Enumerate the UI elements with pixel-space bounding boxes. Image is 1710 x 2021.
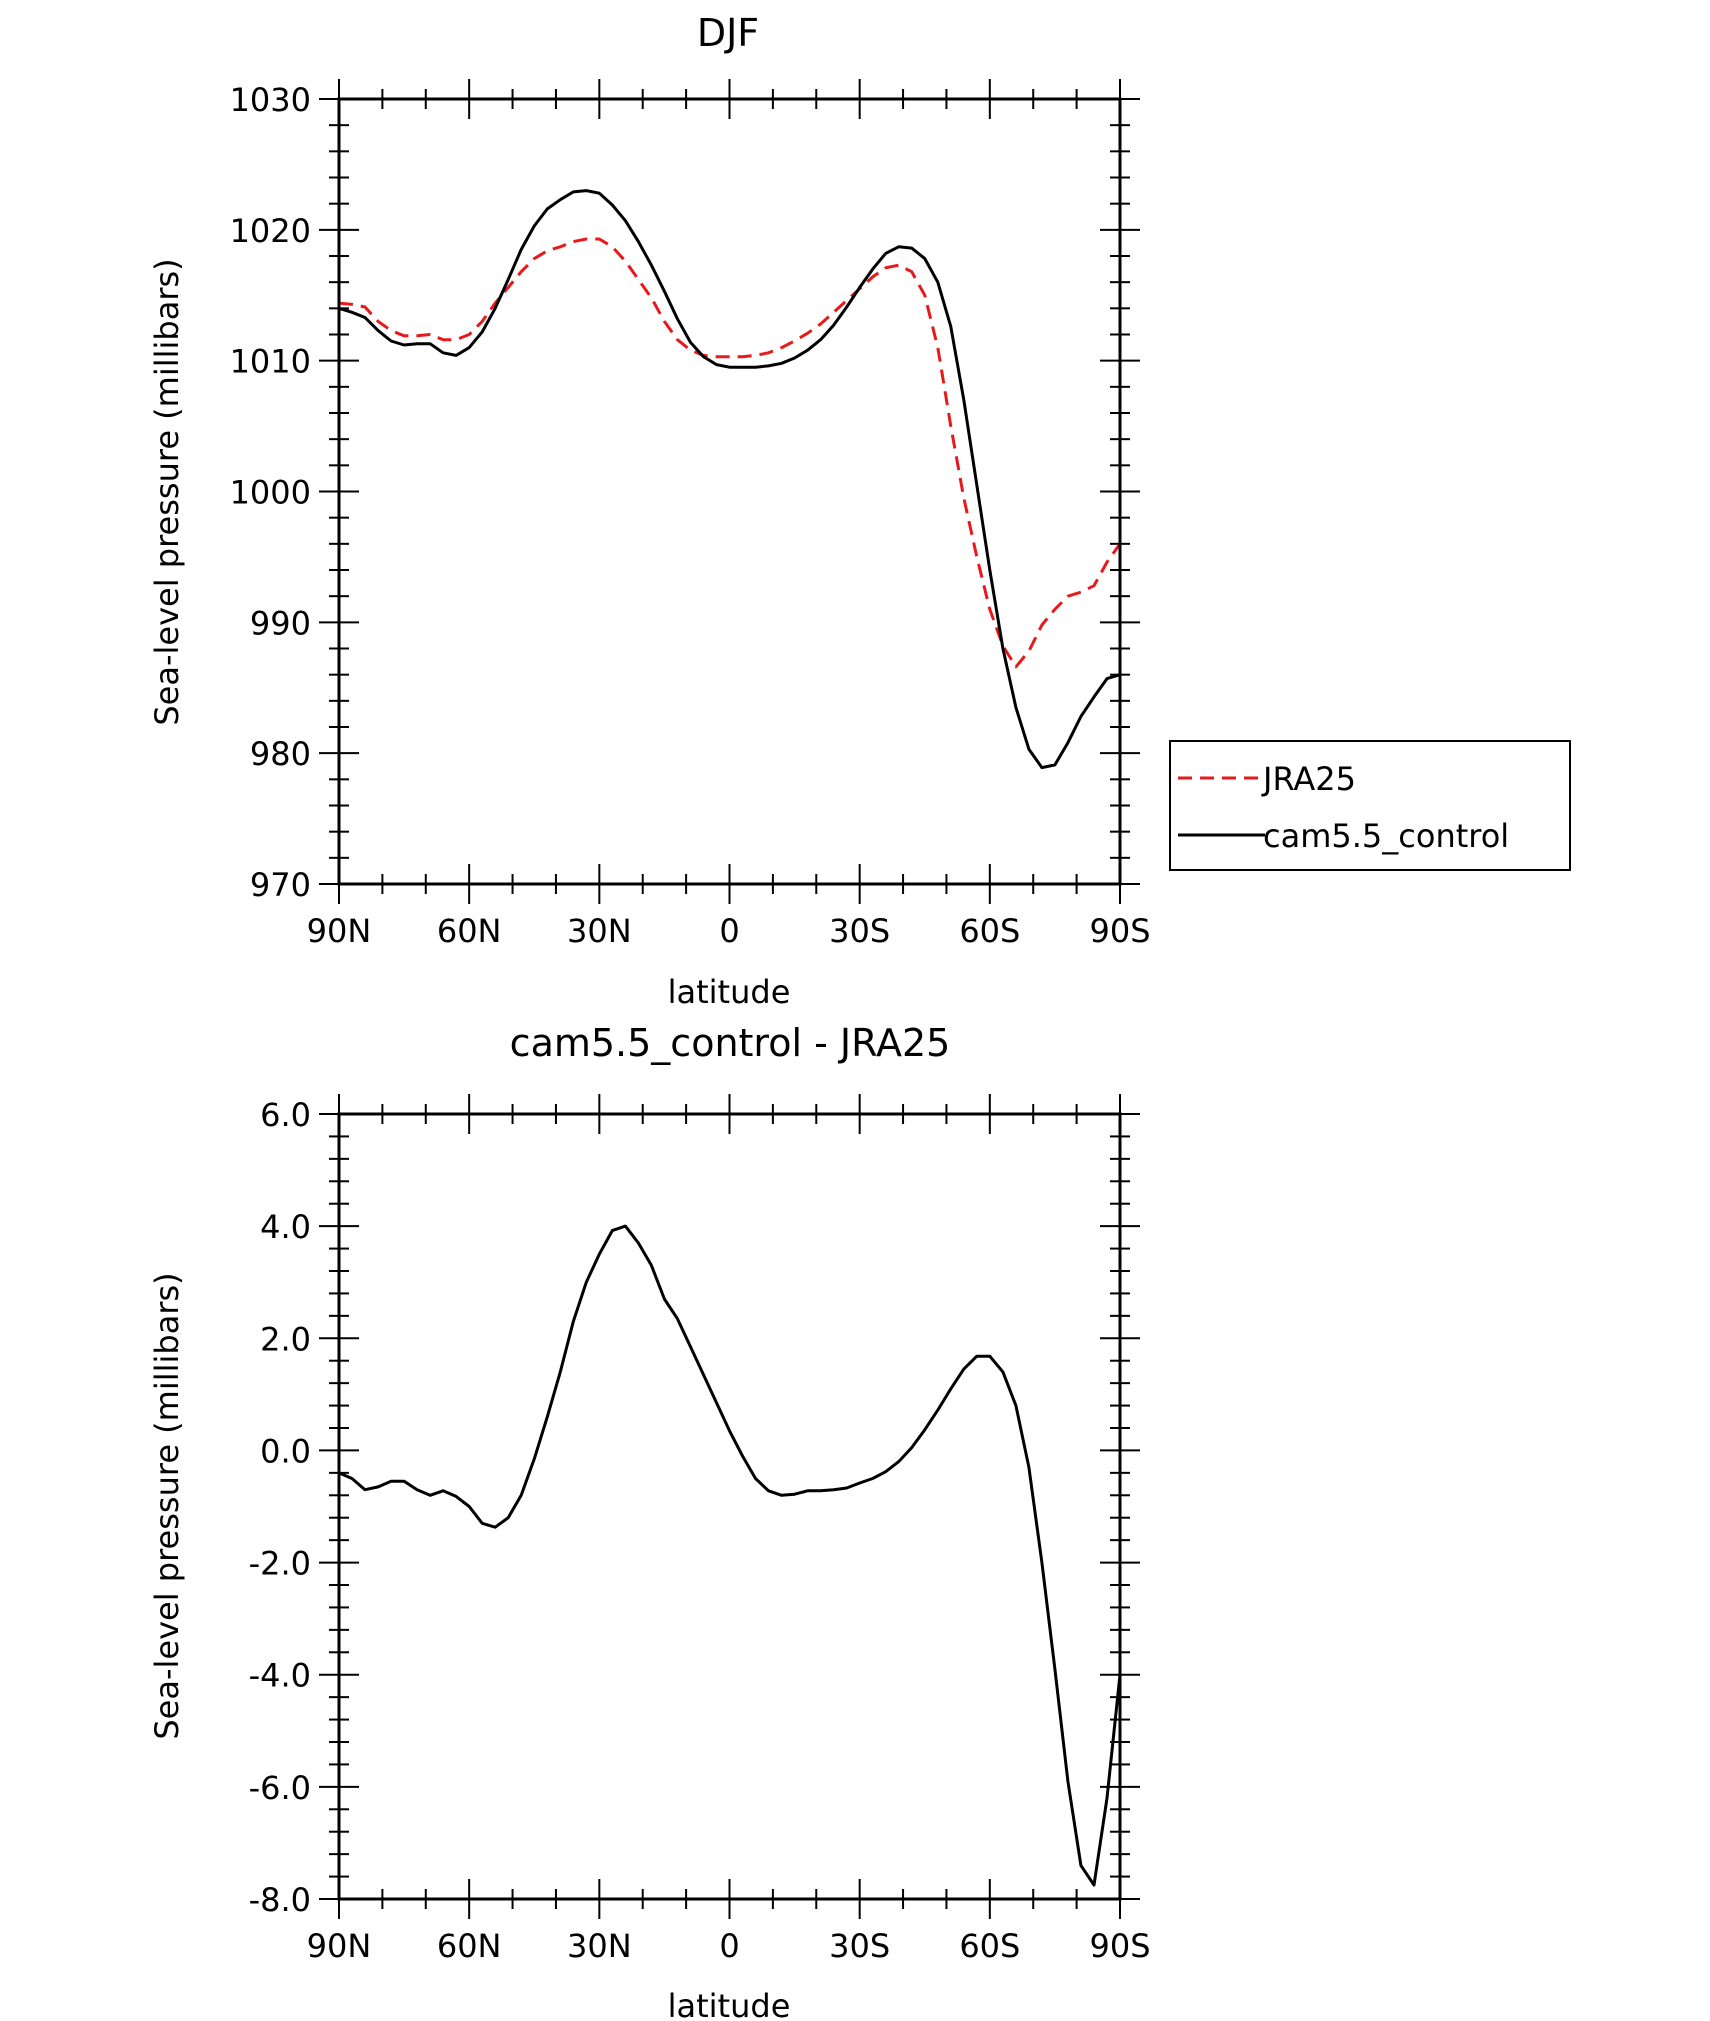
top-chart-xlabel: latitude	[668, 973, 791, 1011]
bottom-chart-panel: cam5.5_control - JRA25 -8.0 -6.0 -4.0 -2.0 0…	[148, 1021, 1151, 2021]
bottom-chart-ticks	[319, 1094, 1140, 1919]
y-tick-label: 980	[250, 735, 311, 773]
y-tick-label: -8.0	[249, 1881, 311, 1919]
legend-label-jra25: JRA25	[1261, 760, 1356, 798]
top-chart-legend: JRA25 cam5.5_control	[1169, 740, 1571, 871]
y-tick-label: 990	[250, 604, 311, 642]
top-chart-ticks	[319, 79, 1140, 904]
x-tick-label: 60N	[437, 1927, 502, 1965]
bottom-chart-x-tick-labels: 90N 60N 30N 0 30S 60S 90S	[307, 1927, 1151, 1965]
bottom-chart-y-tick-labels: -8.0 -6.0 -4.0 -2.0 0.0 2.0 4.0 6.0	[249, 1096, 311, 1919]
x-tick-label: 30N	[567, 912, 632, 950]
bottom-chart-frame	[337, 1112, 1122, 1901]
y-tick-label: 1030	[230, 81, 311, 119]
top-chart-x-tick-labels: 90N 60N 30N 0 30S 60S 90S	[307, 912, 1151, 950]
legend-box	[1169, 740, 1571, 871]
x-tick-label: 0	[719, 1927, 739, 1965]
top-chart-y-tick-labels: 970 980 990 1000 1010 1020 1030	[230, 81, 311, 904]
bottom-chart-xlabel: latitude	[668, 1987, 791, 2021]
top-chart-frame	[337, 97, 1122, 886]
top-chart-title: DJF	[697, 11, 759, 55]
top-chart-panel: DJF 970 980 990 1000 1010 1020 1030 90N 60N 30N 0…	[148, 11, 1571, 1011]
y-tick-label: 6.0	[260, 1096, 311, 1134]
y-tick-label: 1020	[230, 212, 311, 250]
top-chart-series	[338, 189, 1122, 770]
x-tick-label: 90S	[1089, 912, 1150, 950]
x-tick-label: 60S	[959, 1927, 1020, 1965]
bottom-chart-title: cam5.5_control - JRA25	[510, 1021, 951, 1065]
y-tick-label: 970	[250, 866, 311, 904]
bottom-chart-ylabel: Sea-level pressure (millibars)	[148, 1272, 186, 1739]
legend-label-cam55: cam5.5_control	[1263, 817, 1509, 855]
x-tick-label: 0	[719, 912, 739, 950]
y-tick-label: 1000	[230, 474, 311, 512]
top-series-line-cam5-5-control	[338, 189, 1121, 770]
y-tick-label: -4.0	[249, 1657, 311, 1695]
y-tick-label: 0.0	[260, 1432, 311, 1470]
x-tick-label: 60N	[437, 912, 502, 950]
x-tick-label: 90N	[307, 912, 372, 950]
y-tick-label: 1010	[230, 343, 311, 381]
y-tick-label: 4.0	[260, 1208, 311, 1246]
y-tick-label: -6.0	[249, 1769, 311, 1807]
x-tick-label: 90N	[307, 1927, 372, 1965]
x-tick-label: 30S	[829, 1927, 890, 1965]
x-tick-label: 90S	[1089, 1927, 1150, 1965]
x-tick-label: 60S	[959, 912, 1020, 950]
x-tick-label: 30N	[567, 1927, 632, 1965]
bottom-series-line-difference	[338, 1224, 1122, 1887]
top-chart-ylabel: Sea-level pressure (millibars)	[148, 258, 186, 725]
top-series-line-jra25	[338, 237, 1122, 669]
y-tick-label: -2.0	[249, 1545, 311, 1583]
bottom-chart-series	[338, 1224, 1122, 1887]
y-tick-label: 2.0	[260, 1320, 311, 1358]
x-tick-label: 30S	[829, 912, 890, 950]
